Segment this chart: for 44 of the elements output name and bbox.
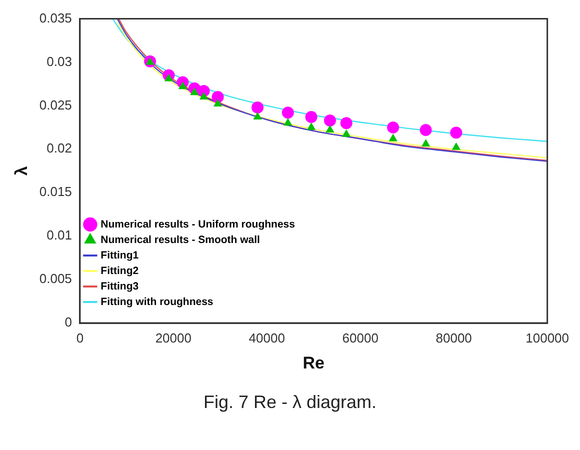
point bbox=[342, 129, 351, 137]
y-tick-label: 0.025 bbox=[39, 97, 72, 112]
y-tick-label: 0.02 bbox=[46, 140, 72, 156]
point bbox=[178, 82, 188, 90]
point bbox=[305, 111, 318, 124]
point bbox=[284, 118, 292, 126]
y-tick-label: 0.035 bbox=[39, 10, 72, 26]
legend-label: Fitting1 bbox=[100, 249, 139, 262]
y-tick-label: 0.015 bbox=[39, 184, 72, 200]
point bbox=[452, 142, 460, 150]
point bbox=[324, 114, 336, 126]
point bbox=[340, 117, 352, 130]
point bbox=[253, 112, 262, 120]
x-tick-label: 20000 bbox=[155, 330, 192, 346]
point bbox=[212, 91, 224, 104]
y-tick-label: 0.01 bbox=[46, 228, 72, 243]
x-axis-title: Re bbox=[302, 353, 324, 372]
point bbox=[450, 126, 462, 139]
legend-label: Fitting2 bbox=[100, 264, 139, 277]
point bbox=[326, 125, 334, 133]
point bbox=[388, 134, 398, 142]
legend-label: Numerical results - Uniform roughness bbox=[100, 218, 296, 230]
y-tick-label: 0.03 bbox=[46, 54, 72, 69]
point bbox=[387, 121, 400, 134]
y-tick-label: 0 bbox=[64, 314, 72, 330]
x-tick-label: 0 bbox=[76, 330, 84, 346]
x-tick-label: 100000 bbox=[526, 330, 570, 346]
x-tick-label: 40000 bbox=[248, 330, 285, 346]
x-tick-label: 60000 bbox=[342, 330, 378, 346]
legend-label: Fitting3 bbox=[100, 280, 139, 292]
point bbox=[306, 122, 316, 130]
point bbox=[420, 124, 432, 136]
point bbox=[213, 98, 222, 106]
x-tick-label: 80000 bbox=[436, 330, 472, 346]
point bbox=[252, 101, 264, 114]
legend-label: Numerical results - Smooth wall bbox=[100, 234, 260, 246]
y-axis-title: λ bbox=[12, 166, 31, 176]
point bbox=[421, 138, 430, 146]
point bbox=[164, 74, 174, 82]
caption: Fig. 7 Re - λ diagram. bbox=[202, 392, 378, 413]
point bbox=[199, 92, 208, 100]
legend-label: Fitting with roughness bbox=[100, 296, 214, 308]
point bbox=[282, 106, 294, 119]
y-tick-label: 0.005 bbox=[39, 271, 72, 286]
